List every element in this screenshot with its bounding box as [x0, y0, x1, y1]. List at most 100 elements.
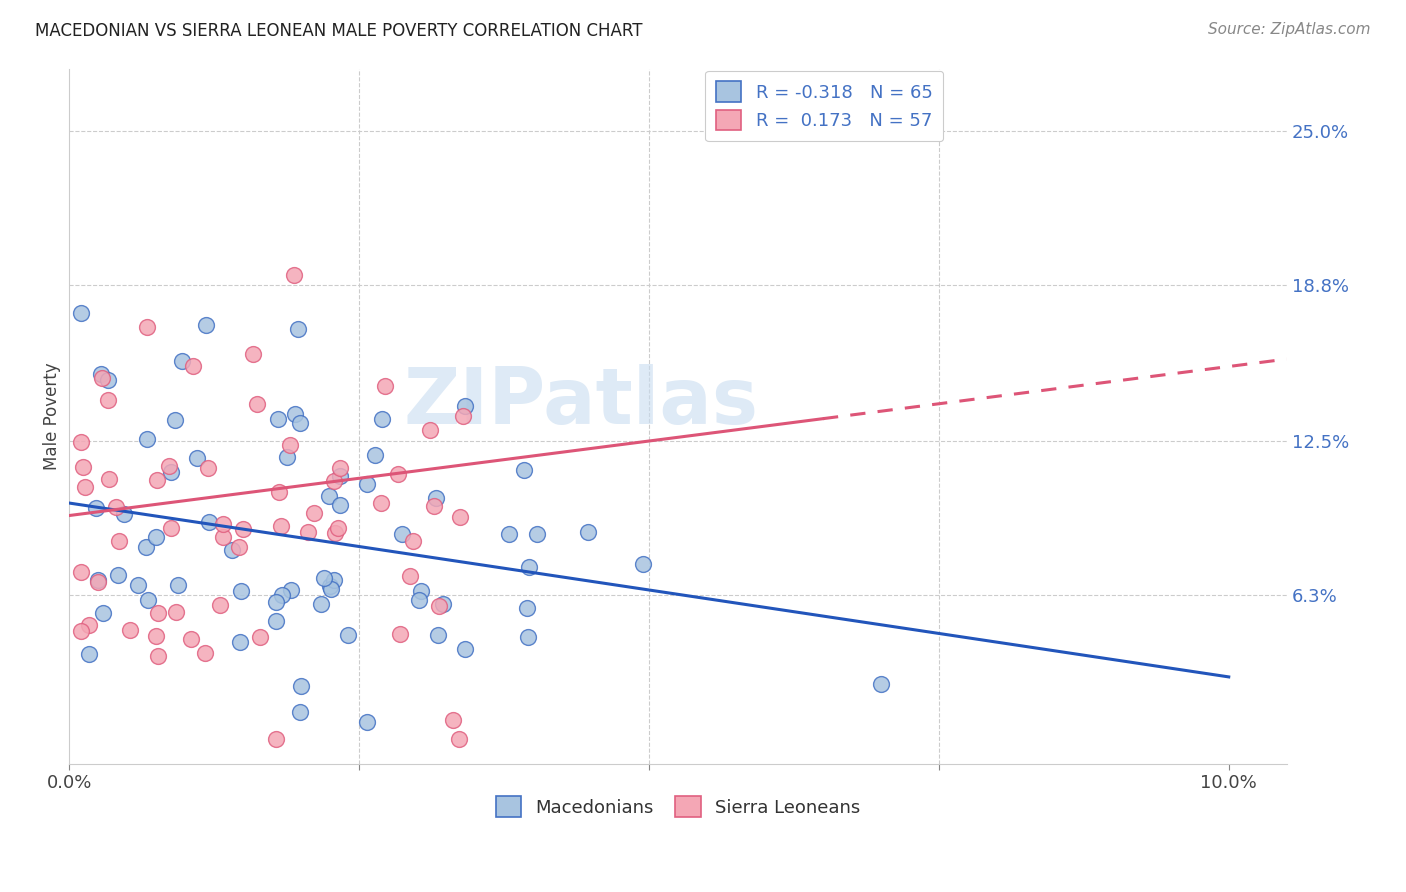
- Point: [391, 527, 413, 541]
- Point: [232, 522, 254, 536]
- Point: [264, 595, 287, 609]
- Point: [145, 629, 167, 643]
- Point: [186, 450, 208, 465]
- Point: [229, 634, 252, 648]
- Point: [87, 574, 110, 589]
- Point: [135, 432, 157, 446]
- Point: [194, 646, 217, 660]
- Point: [79, 617, 101, 632]
- Point: [329, 499, 352, 513]
- Point: [246, 397, 269, 411]
- Point: [370, 496, 392, 510]
- Point: [135, 540, 157, 554]
- Point: [73, 480, 96, 494]
- Point: [427, 628, 450, 642]
- Point: [146, 649, 169, 664]
- Point: [84, 500, 107, 515]
- Point: [283, 268, 305, 282]
- Point: [356, 477, 378, 491]
- Text: Source: ZipAtlas.com: Source: ZipAtlas.com: [1208, 22, 1371, 37]
- Point: [90, 367, 112, 381]
- Point: [290, 679, 312, 693]
- Point: [402, 533, 425, 548]
- Point: [364, 448, 387, 462]
- Point: [271, 588, 294, 602]
- Point: [399, 569, 422, 583]
- Point: [312, 571, 335, 585]
- Point: [72, 459, 94, 474]
- Point: [159, 521, 181, 535]
- Point: [297, 524, 319, 539]
- Point: [97, 392, 120, 407]
- Point: [498, 526, 520, 541]
- Point: [329, 460, 352, 475]
- Point: [337, 628, 360, 642]
- Point: [269, 484, 291, 499]
- Point: [451, 409, 474, 423]
- Point: [104, 500, 127, 514]
- Point: [517, 630, 540, 644]
- Point: [70, 306, 93, 320]
- Point: [157, 459, 180, 474]
- Point: [77, 647, 100, 661]
- Point: [136, 592, 159, 607]
- Point: [371, 412, 394, 426]
- Point: [118, 623, 141, 637]
- Point: [869, 677, 891, 691]
- Point: [170, 353, 193, 368]
- Point: [526, 526, 548, 541]
- Point: [108, 534, 131, 549]
- Point: [197, 461, 219, 475]
- Point: [323, 526, 346, 541]
- Point: [387, 467, 409, 482]
- Point: [267, 412, 290, 426]
- Point: [70, 624, 93, 638]
- Point: [453, 400, 475, 414]
- Point: [432, 597, 454, 611]
- Point: [194, 318, 217, 332]
- Point: [319, 579, 342, 593]
- Point: [167, 578, 190, 592]
- Point: [374, 379, 396, 393]
- Point: [163, 413, 186, 427]
- Point: [97, 373, 120, 387]
- Point: [447, 731, 470, 746]
- Point: [321, 582, 343, 596]
- Point: [290, 416, 312, 430]
- Legend: Macedonians, Sierra Leoneans: Macedonians, Sierra Leoneans: [488, 789, 868, 824]
- Point: [280, 583, 302, 598]
- Point: [287, 321, 309, 335]
- Point: [517, 560, 540, 574]
- Point: [302, 507, 325, 521]
- Point: [91, 606, 114, 620]
- Point: [389, 627, 412, 641]
- Point: [146, 606, 169, 620]
- Point: [284, 408, 307, 422]
- Point: [408, 592, 430, 607]
- Point: [212, 530, 235, 544]
- Point: [419, 423, 441, 437]
- Point: [242, 347, 264, 361]
- Point: [443, 713, 465, 727]
- Point: [127, 578, 149, 592]
- Point: [356, 714, 378, 729]
- Y-axis label: Male Poverty: Male Poverty: [44, 362, 60, 470]
- Point: [165, 605, 187, 619]
- Point: [212, 516, 235, 531]
- Point: [409, 584, 432, 599]
- Point: [87, 573, 110, 587]
- Point: [70, 565, 93, 579]
- Point: [323, 474, 346, 488]
- Text: MACEDONIAN VS SIERRA LEONEAN MALE POVERTY CORRELATION CHART: MACEDONIAN VS SIERRA LEONEAN MALE POVERT…: [35, 22, 643, 40]
- Point: [278, 438, 301, 452]
- Point: [576, 525, 599, 540]
- Point: [423, 500, 446, 514]
- Point: [454, 642, 477, 657]
- Point: [276, 450, 298, 464]
- Point: [229, 583, 252, 598]
- Point: [309, 597, 332, 611]
- Point: [318, 490, 340, 504]
- Point: [631, 558, 654, 572]
- Point: [90, 371, 112, 385]
- Point: [135, 320, 157, 334]
